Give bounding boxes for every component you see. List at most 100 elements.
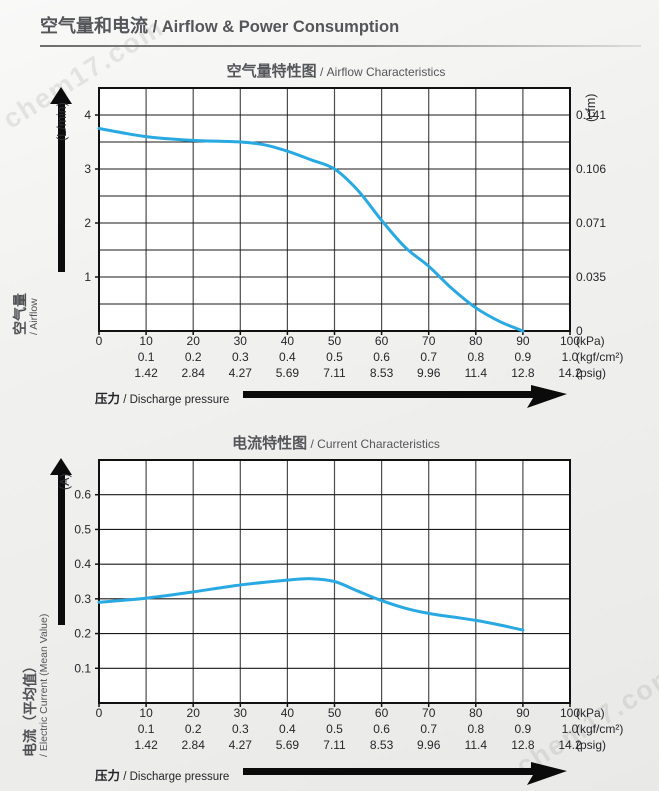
svg-text:0.6: 0.6: [74, 488, 91, 502]
svg-text:2.84: 2.84: [182, 366, 206, 380]
current-y-axis-arrow-shaft: [58, 474, 65, 625]
svg-text:0.5: 0.5: [326, 350, 343, 364]
svg-text:100: 100: [560, 334, 580, 348]
airflow-y-axis-arrow-head: [50, 87, 72, 104]
svg-text:5.69: 5.69: [276, 366, 300, 380]
svg-text:0: 0: [96, 334, 103, 348]
svg-text:0.1: 0.1: [138, 722, 155, 736]
svg-text:0.4: 0.4: [279, 350, 296, 364]
svg-text:12.8: 12.8: [511, 366, 535, 380]
current-plot: 0.6 0.5 0.4 0.3 0.2 0.1 0 10 20 30 40 50 60 70 80 90 100…: [74, 459, 623, 752]
pressure-direction-arrow: [243, 385, 567, 408]
svg-text:0.3: 0.3: [232, 722, 249, 736]
svg-text:7.11: 7.11: [323, 366, 346, 380]
airflow-plot: 4 3 2 1 0.141 0.106 0.071 0.035 0 0 10 20 30 40 50 60 70…: [84, 87, 623, 380]
svg-text:90: 90: [516, 706, 530, 720]
svg-text:0.2: 0.2: [185, 722, 202, 736]
svg-text:100: 100: [560, 706, 580, 720]
svg-text:70: 70: [422, 334, 436, 348]
svg-text:0.7: 0.7: [420, 350, 437, 364]
svg-text:5.69: 5.69: [276, 738, 300, 752]
svg-text:0.7: 0.7: [420, 722, 437, 736]
svg-text:1.0: 1.0: [562, 722, 579, 736]
svg-text:0.4: 0.4: [279, 722, 296, 736]
svg-text:0.1: 0.1: [74, 661, 91, 675]
svg-text:0.141: 0.141: [576, 108, 606, 122]
svg-text:(kgf/cm²): (kgf/cm²): [576, 350, 623, 364]
svg-text:80: 80: [469, 334, 483, 348]
svg-text:10: 10: [139, 334, 153, 348]
svg-text:0.106: 0.106: [576, 162, 606, 176]
svg-text:9.96: 9.96: [417, 738, 441, 752]
svg-text:0.3: 0.3: [74, 592, 91, 606]
current-y-axis-arrow-head: [50, 458, 72, 475]
current-chart-title-en: / Current Characteristics: [307, 437, 440, 451]
svg-text:3: 3: [84, 162, 91, 176]
svg-text:0.8: 0.8: [467, 350, 484, 364]
svg-text:0: 0: [576, 324, 583, 338]
svg-text:(kPa): (kPa): [576, 706, 605, 720]
svg-text:60: 60: [375, 334, 389, 348]
svg-text:30: 30: [234, 334, 248, 348]
svg-text:40: 40: [281, 334, 295, 348]
svg-text:0.1: 0.1: [138, 350, 155, 364]
current-x-axis-name: 压力 / Discharge pressure: [95, 765, 229, 785]
svg-text:2: 2: [84, 216, 91, 230]
svg-text:0.8: 0.8: [467, 722, 484, 736]
svg-text:90: 90: [516, 334, 530, 348]
airflow-chart-title-zh: 空气量特性图: [226, 63, 317, 80]
svg-text:0.6: 0.6: [373, 722, 390, 736]
svg-text:2.84: 2.84: [182, 738, 206, 752]
svg-text:50: 50: [328, 706, 342, 720]
airflow-y-axis-arrow-shaft: [58, 103, 65, 272]
svg-text:20: 20: [187, 334, 201, 348]
svg-text:30: 30: [234, 706, 248, 720]
svg-text:8.53: 8.53: [370, 366, 394, 380]
svg-text:1: 1: [84, 270, 91, 284]
airflow-y-axis-name-zh: 空气量: [12, 293, 28, 335]
page-title-zh: 空气量和电流: [40, 16, 148, 36]
svg-text:0.4: 0.4: [74, 557, 91, 571]
svg-text:80: 80: [469, 706, 483, 720]
svg-text:11.4: 11.4: [465, 366, 488, 380]
svg-text:1.42: 1.42: [134, 366, 158, 380]
svg-text:(psig): (psig): [576, 366, 606, 380]
svg-text:14.2: 14.2: [558, 366, 582, 380]
svg-text:10: 10: [139, 706, 153, 720]
svg-text:20: 20: [187, 706, 201, 720]
airflow-chart-title: 空气量特性图 / Airflow Characteristics: [36, 60, 636, 81]
svg-text:(kPa): (kPa): [576, 334, 605, 348]
airflow-x-axis-name-en: / Discharge pressure: [120, 394, 230, 406]
svg-text:1.42: 1.42: [134, 738, 158, 752]
svg-text:0.2: 0.2: [74, 627, 91, 641]
svg-text:(kgf/cm²): (kgf/cm²): [576, 722, 623, 736]
svg-text:7.11: 7.11: [323, 738, 346, 752]
svg-text:50: 50: [328, 334, 342, 348]
airflow-x-axis-name-zh: 压力: [95, 392, 121, 406]
airflow-x-axis-name: 压力 / Discharge pressure: [95, 388, 229, 408]
svg-text:8.53: 8.53: [370, 738, 394, 752]
svg-text:4.27: 4.27: [229, 366, 253, 380]
svg-text:0.035: 0.035: [576, 270, 606, 284]
page-title-en: / Airflow & Power Consumption: [148, 18, 400, 36]
header-underline: [40, 45, 641, 47]
svg-text:0.5: 0.5: [326, 722, 343, 736]
svg-text:1.0: 1.0: [562, 350, 579, 364]
svg-text:70: 70: [422, 706, 436, 720]
svg-text:0.071: 0.071: [576, 216, 606, 230]
svg-text:(psig): (psig): [576, 738, 606, 752]
svg-text:0.3: 0.3: [232, 350, 249, 364]
svg-text:0.9: 0.9: [515, 350, 532, 364]
current-chart-title-zh: 电流特性图: [232, 435, 308, 452]
svg-text:0.5: 0.5: [74, 522, 91, 536]
svg-text:0: 0: [96, 706, 103, 720]
svg-text:9.96: 9.96: [417, 366, 441, 380]
current-x-axis-name-zh: 压力: [95, 769, 121, 783]
current-x-axis-name-en: / Discharge pressure: [120, 771, 230, 783]
svg-text:4: 4: [84, 108, 91, 122]
svg-text:60: 60: [375, 706, 389, 720]
svg-text:0.6: 0.6: [373, 350, 390, 364]
airflow-chart-title-en: / Airflow Characteristics: [316, 65, 446, 79]
